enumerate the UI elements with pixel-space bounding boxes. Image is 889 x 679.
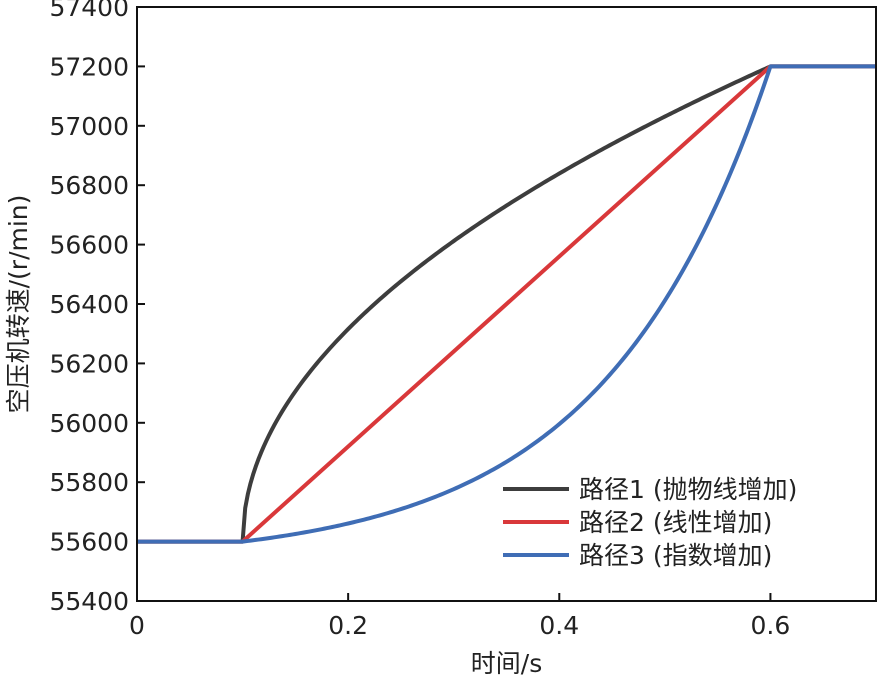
y-tick-label: 56200: [49, 349, 129, 378]
y-tick-label: 57400: [49, 0, 129, 22]
y-tick-label: 57000: [49, 112, 129, 141]
x-tick-label: 0.4: [539, 611, 579, 640]
y-tick-label: 55600: [49, 528, 129, 557]
x-tick-label: 0: [129, 611, 145, 640]
x-axis-ticks: 0 0.2 0.4 0.6: [129, 593, 790, 640]
y-axis-label: 空压机转速/(r/min): [4, 195, 33, 414]
x-axis-label: 时间/s: [471, 649, 542, 678]
series-layer: [137, 64, 876, 544]
y-tick-label: 55800: [49, 468, 129, 497]
plot-frame: [136, 6, 877, 602]
y-tick-label: 57200: [49, 52, 129, 81]
series-2-line: [137, 64, 876, 544]
x-tick-label: 0.6: [751, 611, 791, 640]
legend-label-1: 路径1 (抛物线增加): [579, 475, 797, 504]
series-1-line: [137, 64, 876, 544]
series-3-line: [137, 64, 876, 544]
y-tick-label: 56400: [49, 290, 129, 319]
legend-label-2: 路径2 (线性增加): [579, 508, 772, 537]
y-tick-label: 56000: [49, 409, 129, 438]
y-tick-label: 56600: [49, 231, 129, 260]
y-axis-ticks: 55400 55600 55800 56000 56200 56400 56600 56800…: [49, 0, 145, 616]
y-tick-label: 55400: [49, 587, 129, 616]
y-tick-label: 56800: [49, 171, 129, 200]
legend-label-3: 路径3 (指数增加): [579, 541, 772, 570]
x-tick-label: 0.2: [328, 611, 368, 640]
legend: 路径1 (抛物线增加) 路径2 (线性增加) 路径3 (指数增加): [503, 475, 797, 570]
